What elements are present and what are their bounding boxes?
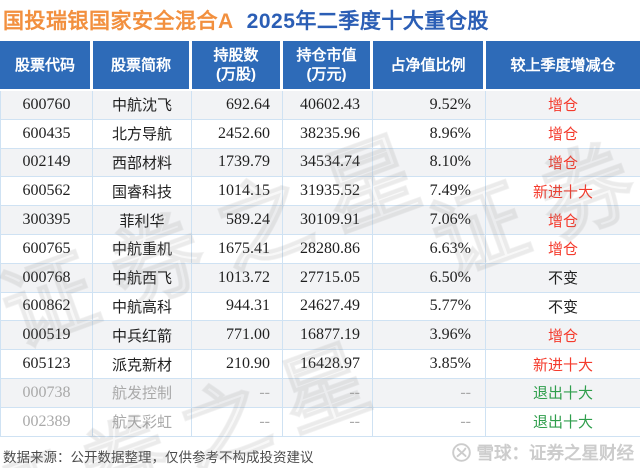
change-cell: 增仓 [486,119,640,149]
header-label-line2: (万股) [216,66,256,83]
market-value-cell: 30109.91 [283,206,373,235]
change-cell: 退出十大 [486,378,640,408]
stock-name-cell: 航天彩虹 [93,407,192,437]
market-value-cell: 28280.86 [283,234,373,264]
stock-code-cell: 600435 [0,119,93,149]
net-ratio-cell: 9.52% [373,91,486,120]
shares-cell: 1014.15 [192,177,283,207]
change-cell: 增仓 [486,321,640,351]
change-cell: 增仓 [486,206,640,235]
net-ratio-cell: 3.85% [373,350,486,379]
stock-name-cell: 中航高科 [93,292,192,322]
shares-cell: 210.90 [192,350,283,379]
stock-name-cell: 西部材料 [93,148,192,178]
stock-name-cell: 北方导航 [93,119,192,149]
brand-badge: 雪球：证券之星财经 [451,440,635,465]
header-label: 较上季度增减仓 [510,56,616,74]
shares-cell: -- [192,407,283,437]
change-cell: 增仓 [486,91,640,120]
header-label: 股票代码 [14,56,75,74]
change-cell: 退出十大 [486,407,640,437]
shares-cell: 944.31 [192,292,283,322]
header-label: 股票简称 [110,56,171,74]
shares-cell: 1739.79 [192,148,283,178]
stock-name-cell: 菲利华 [93,206,192,235]
header-shares: 持股数 (万股) [192,41,283,91]
market-value-cell: -- [283,407,373,437]
stock-code-cell: 000519 [0,321,93,351]
stock-name-cell: 中兵红箭 [93,321,192,351]
stock-name-cell: 国睿科技 [93,177,192,207]
xueqiu-logo-icon [451,442,472,463]
change-cell: 新进十大 [486,177,640,207]
header-stock-name: 股票简称 [93,41,192,91]
shares-cell: 771.00 [192,321,283,351]
stock-code-cell: 300395 [0,206,93,235]
change-cell: 增仓 [486,148,640,178]
stock-name-cell: 中航沈飞 [93,91,192,120]
stock-name-cell: 中航西飞 [93,263,192,293]
change-cell: 增仓 [486,234,640,264]
shares-cell: 1675.41 [192,234,283,264]
page-title: 国投瑞银国家安全混合A 2025年二季度十大重仓股 [3,5,489,35]
header-label-line2: (万元) [306,66,347,83]
header-label: 持仓市值 [296,47,357,64]
stock-code-cell: 000738 [0,378,93,408]
stock-code-cell: 002389 [0,407,93,437]
stock-name-cell: 航发控制 [93,378,192,408]
holdings-table: 股票代码 股票简称 持股数 (万股) 持仓市值 (万元) 占净值比例 较上季度增减仓… [0,41,640,437]
header-net-ratio: 占净值比例 [373,41,486,91]
net-ratio-cell: 3.96% [373,321,486,351]
net-ratio-cell: 5.77% [373,292,486,322]
change-cell: 不变 [486,263,640,293]
change-cell: 新进十大 [486,350,640,379]
market-value-cell: 31935.52 [283,177,373,207]
header-market-value: 持仓市值 (万元) [283,41,373,91]
header-label: 持股数 [213,47,259,64]
report-period: 2025年二季度十大重仓股 [246,10,489,33]
market-value-cell: 24627.49 [283,292,373,322]
market-value-cell: 38235.96 [283,119,373,149]
data-source-note: 数据来源：公开数据整理，仅供参考不构成投资建议 [3,450,314,465]
net-ratio-cell: 8.10% [373,148,486,178]
stock-code-cell: 002149 [0,148,93,178]
fund-name: 国投瑞银国家安全混合A [3,10,234,33]
stock-name-cell: 派克新材 [93,350,192,379]
net-ratio-cell: 7.06% [373,206,486,235]
stock-name-cell: 中航重机 [93,234,192,264]
net-ratio-cell: -- [373,378,486,408]
stock-code-cell: 600562 [0,177,93,207]
header-stock-code: 股票代码 [0,41,93,91]
market-value-cell: 40602.43 [283,91,373,120]
net-ratio-cell: 7.49% [373,177,486,207]
net-ratio-cell: -- [373,407,486,437]
net-ratio-cell: 8.96% [373,119,486,149]
stock-code-cell: 600765 [0,234,93,264]
change-cell: 不变 [486,292,640,322]
market-value-cell: 27715.05 [283,263,373,293]
market-value-cell: 16428.97 [283,350,373,379]
shares-cell: 2452.60 [192,119,283,149]
brand-text: 雪球：证券之星财经 [476,443,635,463]
market-value-cell: 16877.19 [283,321,373,351]
stock-code-cell: 600760 [0,91,93,120]
shares-cell: 692.64 [192,91,283,120]
shares-cell: 589.24 [192,206,283,235]
stock-code-cell: 600862 [0,292,93,322]
stock-code-cell: 605123 [0,350,93,379]
market-value-cell: 34534.74 [283,148,373,178]
stock-code-cell: 000768 [0,263,93,293]
shares-cell: -- [192,378,283,408]
header-label: 占净值比例 [390,56,466,74]
header-quarter-change: 较上季度增减仓 [486,41,640,91]
net-ratio-cell: 6.50% [373,263,486,293]
net-ratio-cell: 6.63% [373,234,486,264]
shares-cell: 1013.72 [192,263,283,293]
market-value-cell: -- [283,378,373,408]
